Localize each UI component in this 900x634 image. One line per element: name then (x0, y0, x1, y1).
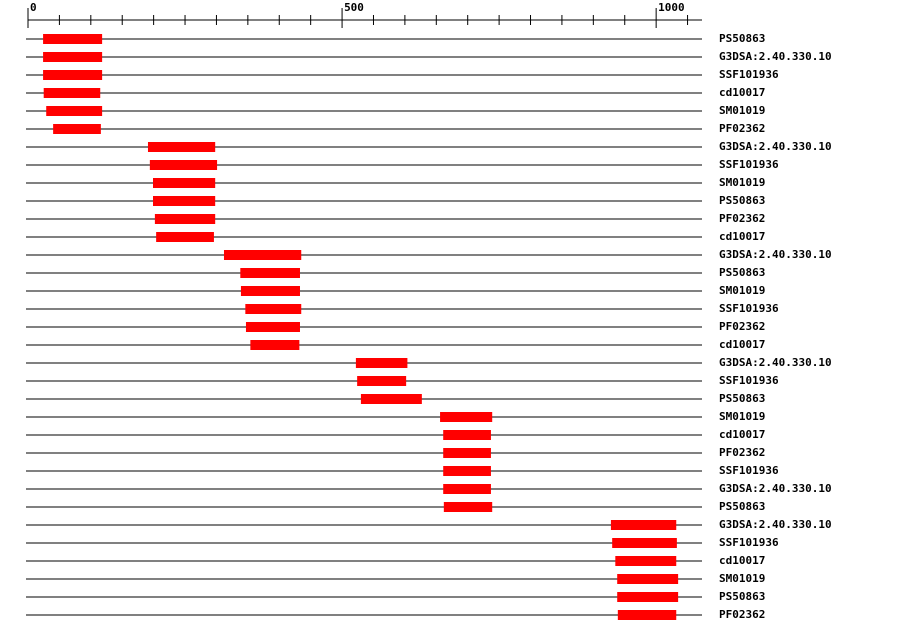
x-tick-label: 1000 (658, 1, 685, 14)
domain-bar (612, 538, 677, 548)
row-label: cd10017 (719, 338, 765, 351)
row-label: SSF101936 (719, 302, 779, 315)
row-label: SM01019 (719, 284, 765, 297)
domain-bar (443, 430, 491, 440)
row-label: PS50863 (719, 266, 765, 279)
row-label: SM01019 (719, 176, 765, 189)
row-label: G3DSA:2.40.330.10 (719, 140, 832, 153)
domain-bar (153, 178, 216, 188)
row-label: SM01019 (719, 572, 765, 585)
domain-bar (357, 376, 407, 386)
domain-bar (149, 160, 218, 170)
domain-bar (245, 322, 300, 332)
x-tick-label: 500 (344, 1, 364, 14)
row-label: G3DSA:2.40.330.10 (719, 248, 832, 261)
domain-bar (250, 340, 300, 350)
domain-bar (440, 412, 493, 422)
domain-bar (245, 304, 302, 314)
domain-bar (617, 574, 679, 584)
row-label: G3DSA:2.40.330.10 (719, 356, 832, 369)
row-label: SSF101936 (719, 464, 779, 477)
domain-bar (355, 358, 408, 368)
row-label: cd10017 (719, 428, 765, 441)
domain-bar (156, 232, 214, 242)
row-label: G3DSA:2.40.330.10 (719, 518, 832, 531)
domain-bar (43, 70, 103, 80)
domain-bar (154, 214, 216, 224)
domain-bar (443, 502, 493, 512)
domain-bar (46, 106, 103, 116)
domain-bar (147, 142, 216, 152)
domain-bar (43, 34, 103, 44)
row-label: PF02362 (719, 212, 765, 225)
domain-bar (240, 286, 300, 296)
x-tick-label: 0 (30, 1, 37, 14)
row-label: SSF101936 (719, 68, 779, 81)
domain-bar (615, 556, 677, 566)
row-label: PS50863 (719, 392, 765, 405)
domain-bar (443, 484, 491, 494)
domain-bar (360, 394, 422, 404)
row-label: SSF101936 (719, 536, 779, 549)
domain-bar (43, 88, 101, 98)
row-label: SM01019 (719, 410, 765, 423)
domain-bar (610, 520, 677, 530)
row-label: SSF101936 (719, 158, 779, 171)
row-label: PF02362 (719, 608, 765, 621)
domain-bar (223, 250, 302, 260)
domain-bar (240, 268, 300, 278)
row-label: PS50863 (719, 590, 765, 603)
domain-bar (617, 592, 679, 602)
domain-bar (443, 466, 491, 476)
row-label: PF02362 (719, 122, 765, 135)
row-label: PS50863 (719, 194, 765, 207)
domain-bar (617, 610, 677, 620)
row-label: PF02362 (719, 320, 765, 333)
row-label: PS50863 (719, 500, 765, 513)
row-label: G3DSA:2.40.330.10 (719, 482, 832, 495)
domain-bar (43, 52, 103, 62)
domain-bar (153, 196, 216, 206)
domain-bar (53, 124, 101, 134)
domain-bar (443, 448, 491, 458)
row-label: SSF101936 (719, 374, 779, 387)
row-label: PF02362 (719, 446, 765, 459)
row-label: cd10017 (719, 554, 765, 567)
row-label: cd10017 (719, 230, 765, 243)
row-label: SM01019 (719, 104, 765, 117)
row-label: G3DSA:2.40.330.10 (719, 50, 832, 63)
row-label: cd10017 (719, 86, 765, 99)
row-label: PS50863 (719, 32, 765, 45)
